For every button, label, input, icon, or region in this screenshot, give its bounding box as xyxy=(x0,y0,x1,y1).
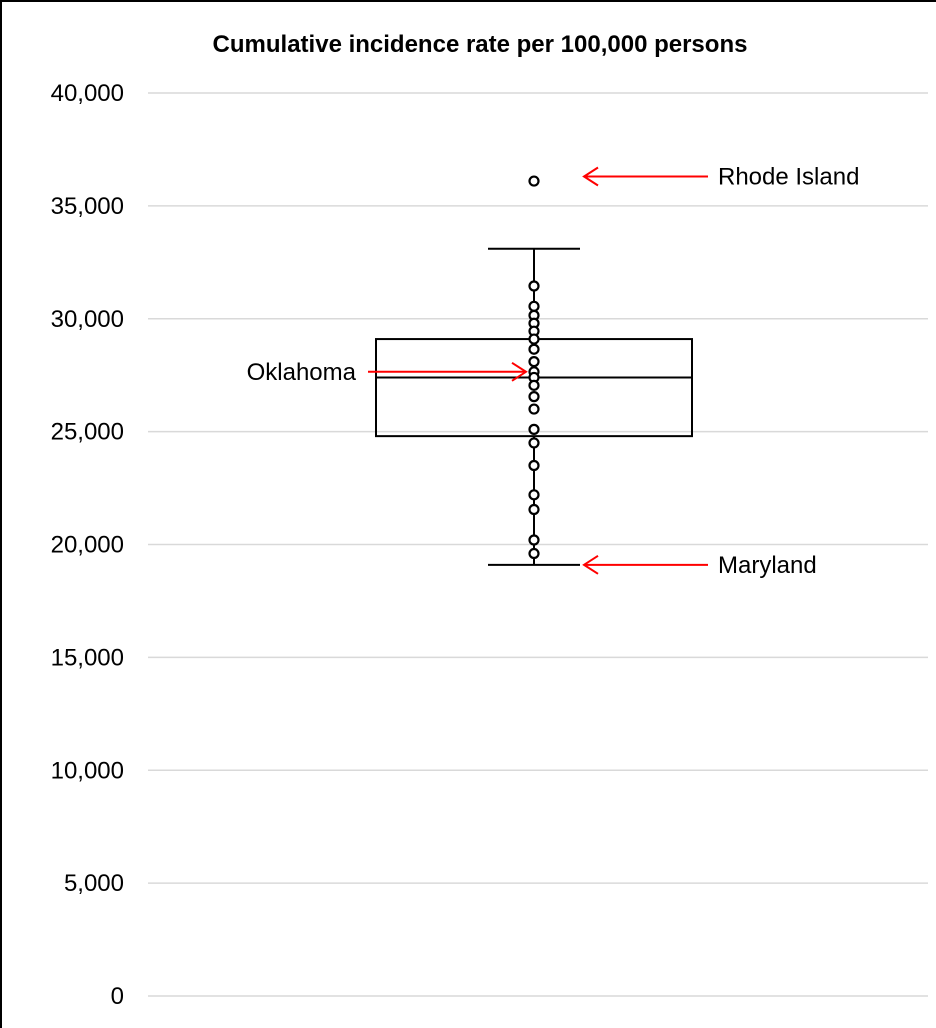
annotation-rhode-island: Rhode Island xyxy=(582,164,859,191)
data-point xyxy=(528,403,540,415)
annotation-label: Rhode Island xyxy=(718,164,859,191)
y-axis-ticks: 0 5,000 10,000 15,000 20,000 25,000 30,000 35,0… xyxy=(51,80,124,1010)
annotation-arrow-head xyxy=(582,554,599,575)
y-tick-label: 30,000 xyxy=(51,306,124,333)
data-point xyxy=(528,343,540,355)
data-point xyxy=(528,280,540,292)
y-tick-label: 20,000 xyxy=(51,532,124,559)
data-point xyxy=(528,379,540,391)
chart-title: Cumulative incidence rate per 100,000 pe… xyxy=(213,31,748,58)
annotation-arrow-head xyxy=(511,361,528,382)
data-point xyxy=(528,503,540,516)
data-point xyxy=(528,300,540,312)
y-tick-label: 0 xyxy=(111,983,124,1010)
data-point xyxy=(528,333,540,345)
data-points xyxy=(528,175,540,560)
annotation-label: Oklahoma xyxy=(247,359,357,386)
data-point xyxy=(528,459,540,472)
annotation-oklahoma: Oklahoma xyxy=(247,359,528,386)
data-point xyxy=(528,437,540,449)
y-tick-label: 35,000 xyxy=(51,193,124,220)
y-tick-label: 5,000 xyxy=(64,870,124,897)
y-tick-label: 25,000 xyxy=(51,419,124,446)
data-point xyxy=(528,175,540,187)
annotations: Rhode Island Oklahoma Maryland xyxy=(247,164,860,579)
data-point xyxy=(528,534,540,546)
annotation-label: Maryland xyxy=(718,552,817,579)
data-point xyxy=(528,489,540,501)
data-point xyxy=(528,391,540,403)
data-point xyxy=(528,356,540,368)
y-tick-label: 10,000 xyxy=(51,757,124,784)
data-point xyxy=(528,423,540,435)
annotation-arrow-head xyxy=(582,166,599,187)
y-tick-label: 15,000 xyxy=(51,644,124,671)
annotation-maryland: Maryland xyxy=(582,552,817,579)
gridlines xyxy=(148,92,928,997)
y-tick-label: 40,000 xyxy=(51,80,124,107)
data-point xyxy=(528,547,540,560)
